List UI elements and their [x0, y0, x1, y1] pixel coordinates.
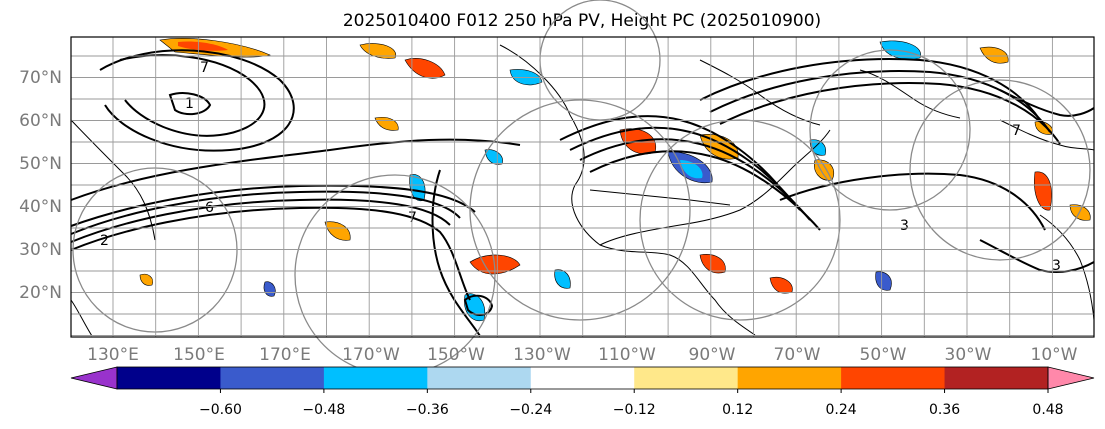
lat-lon-grid: [71, 37, 1094, 337]
contour-label: 3: [1052, 258, 1061, 274]
lat-label: 20°N: [19, 283, 62, 303]
lon-label: 170°W: [342, 345, 400, 365]
contour-label: 6: [205, 200, 214, 216]
map-panel: 7 6 1 2 3 7 7 3: [70, 0, 1095, 376]
colorbar: [70, 366, 1095, 390]
colorbar-segment: [530, 367, 635, 389]
lat-label: 50°N: [19, 154, 62, 174]
colorbar-segment: [323, 367, 428, 389]
lat-label: 40°N: [19, 197, 62, 217]
lon-label: 150°E: [173, 345, 225, 365]
contour-label: 2: [100, 233, 109, 249]
lon-label: 110°W: [598, 345, 656, 365]
colorbar-tick-label: −0.12: [613, 402, 656, 418]
colorbar-segment: [427, 367, 532, 389]
colorbar-tick-label: 0.36: [929, 402, 960, 418]
map-frame: [70, 36, 1095, 338]
range-circles: [72, 0, 1091, 376]
colorbar-tick-label: −0.60: [199, 402, 242, 418]
lat-label: 70°N: [19, 68, 62, 88]
lon-label: 70°W: [774, 345, 821, 365]
lat-label: 30°N: [19, 240, 62, 260]
colorbar-segment: [841, 367, 946, 389]
coastlines: [70, 44, 1095, 337]
lon-label: 30°W: [945, 345, 992, 365]
lon-label: 150°W: [427, 345, 485, 365]
colorbar-frame: [116, 366, 1049, 390]
colorbar-extend-low: [70, 366, 118, 390]
latitude-labels: 70°N 60°N 50°N 40°N 30°N 20°N: [19, 68, 62, 303]
height-contours: [70, 49, 1095, 337]
colorbar-extend-high: [1047, 366, 1095, 390]
colorbar-tick-label: 0.12: [722, 402, 753, 418]
lon-label: 10°W: [1031, 345, 1078, 365]
contour-label: 7: [408, 210, 417, 226]
colorbar-segment: [220, 367, 325, 389]
colorbar-ticks: −0.60 −0.48 −0.36 −0.24 −0.12 0.12 0.24 0.36 0.4…: [199, 389, 1064, 418]
colorbar-tick-label: 0.48: [1032, 402, 1063, 418]
colorbar-segment: [737, 367, 842, 389]
colorbar-tick-label: −0.36: [406, 402, 449, 418]
contour-label: 1: [185, 96, 194, 112]
figure-title: 2025010400 F012 250 hPa PV, Height PC (2…: [343, 11, 821, 31]
lon-label: 130°E: [87, 345, 139, 365]
contour-label: 3: [900, 218, 909, 234]
lon-label: 90°W: [689, 345, 736, 365]
lon-label: 130°W: [513, 345, 571, 365]
colorbar-tick-label: −0.24: [509, 402, 552, 418]
colorbar-segment: [944, 367, 1049, 389]
contour-label: 7: [1012, 123, 1021, 139]
contour-label: 7: [200, 60, 209, 76]
longitude-labels: 130°E 150°E 170°E 170°W 150°W 130°W 110°…: [87, 345, 1078, 365]
colorbar-segment: [117, 367, 221, 389]
colorbar-tick-label: 0.24: [826, 402, 857, 418]
contour-labels: 7 6 1 2 3 7 7 3: [100, 60, 1061, 274]
colorbar-segment: [634, 367, 739, 389]
lon-label: 50°W: [860, 345, 907, 365]
colorbar-tick-label: −0.48: [302, 402, 345, 418]
lon-label: 170°E: [259, 345, 311, 365]
lat-label: 60°N: [19, 111, 62, 131]
